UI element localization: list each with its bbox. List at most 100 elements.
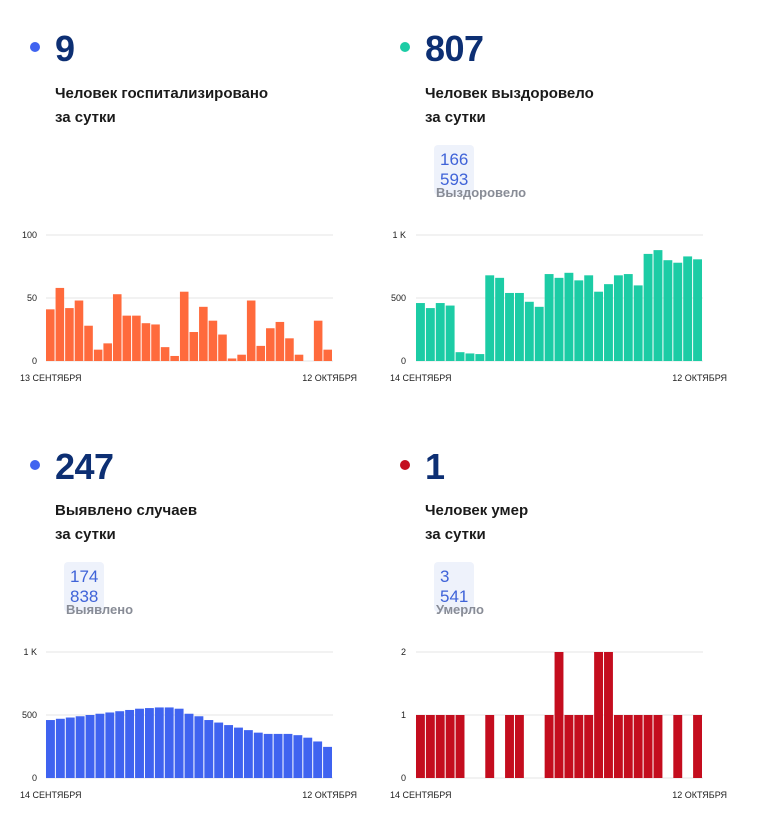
- x-start-label: 14 СЕНТЯБРЯ: [390, 373, 452, 383]
- recovered-total-label: Выздоровело: [436, 185, 527, 200]
- bar: [633, 285, 643, 361]
- cases-line2: за сутки: [55, 526, 116, 543]
- bar: [455, 715, 465, 778]
- deaths-line2: за сутки: [425, 526, 486, 543]
- bar: [485, 715, 495, 778]
- bar: [199, 306, 208, 361]
- bar: [425, 308, 435, 361]
- deaths-line1: Человек умер: [425, 502, 529, 519]
- bar: [693, 715, 702, 778]
- bar: [46, 309, 55, 361]
- bar: [135, 708, 144, 778]
- recovered-chart: 0 500 1 K 14 СЕНТЯБРЯ 12 ОКТЯБРЯ: [390, 230, 727, 383]
- bar: [534, 306, 544, 361]
- bar: [574, 280, 584, 361]
- y-tick-label: 500: [391, 293, 406, 303]
- bar: [84, 325, 93, 361]
- bar: [643, 715, 653, 778]
- bar: [151, 324, 160, 361]
- bar: [313, 320, 323, 361]
- bar: [112, 294, 122, 361]
- bar: [194, 716, 204, 778]
- bar: [584, 275, 594, 361]
- x-start-label: 14 СЕНТЯБРЯ: [20, 790, 82, 800]
- bar: [170, 355, 179, 361]
- bar: [95, 713, 105, 778]
- cases-value: 247: [55, 446, 114, 487]
- bar: [323, 746, 332, 778]
- hospitalized-line1: Человек госпитализировано: [55, 85, 269, 102]
- bar: [65, 717, 75, 778]
- bar: [594, 291, 604, 361]
- bar: [416, 715, 425, 778]
- cases-total-label: Выявлено: [66, 602, 134, 617]
- bar: [673, 262, 683, 361]
- bar: [243, 730, 253, 778]
- bar: [141, 323, 151, 361]
- bar: [613, 275, 623, 361]
- x-end-label: 12 ОКТЯБРЯ: [302, 790, 357, 800]
- bar: [323, 349, 332, 361]
- y-tick-label: 0: [32, 773, 37, 783]
- y-tick-label: 50: [27, 293, 37, 303]
- x-end-label: 12 ОКТЯБРЯ: [672, 790, 727, 800]
- bar: [594, 652, 604, 778]
- bar: [160, 347, 170, 361]
- bar: [683, 256, 693, 361]
- bar: [234, 727, 243, 778]
- x-end-label: 12 ОКТЯБРЯ: [672, 373, 727, 383]
- bar: [293, 735, 303, 778]
- bar: [263, 733, 273, 778]
- bar: [174, 708, 184, 778]
- bar: [623, 715, 633, 778]
- bar: [465, 353, 475, 361]
- bar: [208, 320, 218, 361]
- hospitalized-chart: 0 50 100 13 СЕНТЯБРЯ 12 ОКТЯБРЯ: [20, 230, 357, 383]
- bar: [455, 352, 465, 361]
- bar: [266, 328, 275, 361]
- y-tick-label: 0: [32, 356, 37, 366]
- y-tick-label: 1 K: [392, 230, 406, 240]
- bar: [164, 707, 174, 778]
- deaths-total-badge: 3 541: [434, 562, 475, 612]
- bar: [275, 321, 285, 361]
- bar: [435, 715, 445, 778]
- bar: [55, 287, 65, 361]
- bar: [544, 715, 554, 778]
- bar: [505, 292, 514, 361]
- recovered-line2: за сутки: [425, 109, 486, 126]
- bar: [303, 737, 313, 778]
- bar: [132, 315, 141, 361]
- bar: [253, 732, 263, 778]
- bar: [643, 253, 653, 361]
- bar: [613, 715, 623, 778]
- bar: [475, 354, 485, 361]
- x-end-label: 12 ОКТЯБРЯ: [302, 373, 357, 383]
- bar: [653, 715, 663, 778]
- bar: [105, 712, 115, 778]
- bar: [554, 652, 564, 778]
- deaths-chart: 0 1 2 14 СЕНТЯБРЯ 12 ОКТЯБРЯ: [390, 647, 727, 800]
- y-tick-label: 1: [401, 710, 406, 720]
- recovered-total-badge: 166 593: [434, 145, 475, 195]
- bar: [604, 652, 613, 778]
- hospitalized-value: 9: [55, 28, 75, 69]
- bar: [214, 722, 224, 778]
- y-tick-label: 1 K: [23, 647, 37, 657]
- bar: [693, 259, 702, 361]
- deaths-total-label: Умерло: [436, 602, 484, 617]
- bar: [604, 284, 613, 361]
- bar: [273, 733, 283, 778]
- bar: [514, 715, 524, 778]
- bar: [564, 715, 574, 778]
- bar: [46, 720, 55, 778]
- cases-chart: 0 500 1 K 14 СЕНТЯБРЯ 12 ОКТЯБРЯ: [20, 647, 357, 800]
- cases-dot: [30, 460, 40, 470]
- bar: [246, 300, 256, 361]
- bar: [505, 715, 514, 778]
- bar: [514, 292, 524, 361]
- hospitalized-dot: [30, 42, 40, 52]
- bar: [74, 300, 84, 361]
- bar: [125, 709, 135, 778]
- bar: [237, 354, 246, 361]
